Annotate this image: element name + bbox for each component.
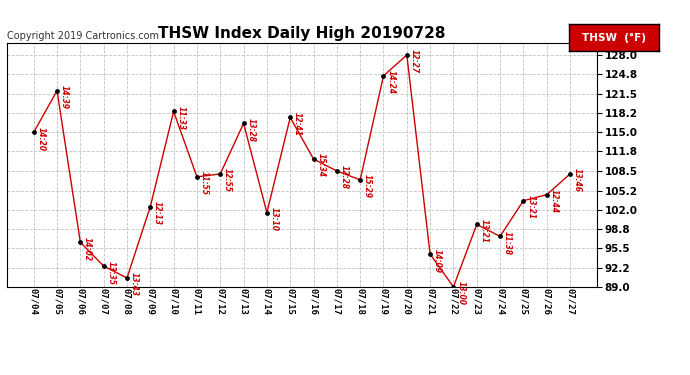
Text: 14:02: 14:02 <box>83 237 92 261</box>
Point <box>471 222 482 228</box>
Text: 13:28: 13:28 <box>246 118 255 142</box>
Text: 13:00: 13:00 <box>456 281 465 305</box>
Text: 12:27: 12:27 <box>410 50 419 74</box>
Point <box>355 177 366 183</box>
Text: 13:21: 13:21 <box>526 195 535 219</box>
Text: 14:20: 14:20 <box>37 127 46 151</box>
Point <box>402 52 413 58</box>
Text: 13:35: 13:35 <box>106 261 115 285</box>
Text: 15:29: 15:29 <box>363 174 372 198</box>
Point <box>191 174 202 180</box>
Text: Copyright 2019 Cartronics.com: Copyright 2019 Cartronics.com <box>7 31 159 41</box>
Text: 14:09: 14:09 <box>433 249 442 273</box>
Text: 12:28: 12:28 <box>339 165 348 189</box>
Text: 13:46: 13:46 <box>573 168 582 192</box>
Point <box>75 239 86 245</box>
Point <box>262 210 273 216</box>
Point <box>518 198 529 204</box>
Point <box>168 108 179 114</box>
Text: 12:44: 12:44 <box>549 189 558 213</box>
Point <box>98 263 109 269</box>
Point <box>145 204 156 210</box>
Text: 11:38: 11:38 <box>503 231 512 255</box>
Point <box>308 156 319 162</box>
Text: 13:43: 13:43 <box>130 272 139 296</box>
Text: 15:34: 15:34 <box>316 153 325 177</box>
Point <box>121 275 132 281</box>
Text: 11:55: 11:55 <box>199 171 208 195</box>
Point <box>238 120 249 126</box>
Point <box>215 171 226 177</box>
Text: 13:21: 13:21 <box>480 219 489 243</box>
Text: 12:13: 12:13 <box>153 201 162 225</box>
Point <box>331 168 342 174</box>
Text: 13:10: 13:10 <box>270 207 279 231</box>
Point <box>424 251 435 257</box>
Point <box>495 233 506 239</box>
Text: 14:39: 14:39 <box>60 85 69 109</box>
Point <box>541 192 552 198</box>
Text: 12:41: 12:41 <box>293 112 302 136</box>
Text: 14:24: 14:24 <box>386 70 395 94</box>
Point <box>28 129 39 135</box>
Text: 12:55: 12:55 <box>223 168 232 192</box>
Point <box>52 88 63 94</box>
Text: 11:33: 11:33 <box>177 106 186 130</box>
Text: THSW  (°F): THSW (°F) <box>582 33 646 42</box>
Point <box>448 284 459 290</box>
Point <box>564 171 575 177</box>
Title: THSW Index Daily High 20190728: THSW Index Daily High 20190728 <box>158 26 446 40</box>
Point <box>378 73 389 79</box>
Point <box>285 114 296 120</box>
